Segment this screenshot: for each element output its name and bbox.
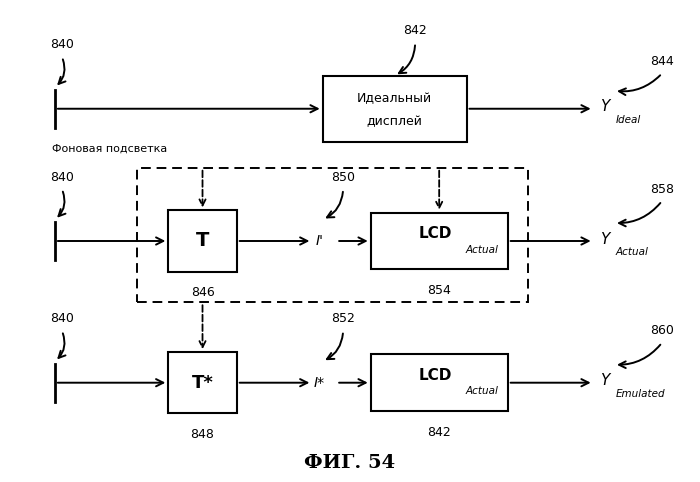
Bar (323, 76, 467, 142)
Text: Actual: Actual (615, 247, 648, 257)
Text: 854: 854 (427, 284, 451, 297)
Text: 840: 840 (50, 312, 74, 325)
Text: 852: 852 (331, 312, 355, 325)
Text: Emulated: Emulated (615, 389, 665, 399)
Bar (370, 354, 508, 411)
Text: I': I' (315, 234, 323, 248)
Text: 840: 840 (50, 39, 74, 52)
Bar (168, 210, 237, 272)
Text: LCD: LCD (419, 368, 452, 383)
Text: 860: 860 (650, 324, 674, 337)
Bar (168, 352, 237, 414)
Text: Actual: Actual (466, 244, 498, 254)
Text: дисплей: дисплей (367, 116, 423, 129)
Text: I*: I* (314, 375, 325, 390)
Text: $Y$: $Y$ (601, 373, 612, 388)
Text: $Y$: $Y$ (601, 98, 612, 114)
Text: T: T (196, 231, 209, 251)
Text: 846: 846 (190, 286, 214, 299)
Text: ФИГ. 54: ФИГ. 54 (304, 454, 395, 472)
Text: 842: 842 (427, 426, 451, 439)
Text: T*: T* (192, 374, 214, 392)
Text: 840: 840 (50, 171, 74, 184)
Text: LCD: LCD (419, 227, 452, 241)
Text: Actual: Actual (466, 386, 498, 396)
Text: $Y$: $Y$ (601, 231, 612, 247)
Text: Фоновая подсветка: Фоновая подсветка (52, 144, 167, 154)
Text: 850: 850 (331, 171, 355, 184)
Bar (137, 168, 528, 302)
Text: 858: 858 (650, 183, 674, 196)
Bar (370, 213, 508, 269)
Text: 844: 844 (650, 55, 674, 68)
Text: 848: 848 (190, 428, 214, 441)
Text: 842: 842 (403, 24, 427, 37)
Text: Идеальный: Идеальный (357, 92, 432, 105)
Text: Ideal: Ideal (615, 115, 640, 125)
